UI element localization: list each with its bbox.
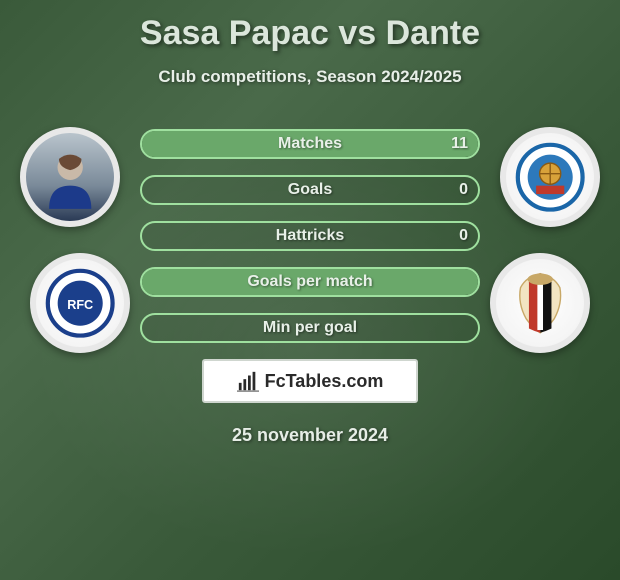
date-text: 25 november 2024 [10, 425, 610, 446]
bar-chart-icon [237, 370, 259, 392]
comparison-area: RFC Matches11Goals0Hat [10, 127, 610, 343]
svg-text:RFC: RFC [67, 298, 93, 312]
bar-label: Goals per match [247, 273, 372, 291]
watermark-text: FcTables.com [265, 371, 384, 392]
player-left-avatar [20, 127, 120, 227]
stat-bar: Hattricks 0 [140, 221, 480, 251]
page-title: Sasa Papac vs Dante [10, 14, 610, 53]
club-right-badge [490, 253, 590, 353]
watermark: FcTables.com [202, 359, 418, 403]
bar-label: Min per goal [263, 319, 357, 337]
stat-bar: Goals per match [140, 267, 480, 297]
bar-value-right: 11 [451, 135, 468, 153]
bar-value-right: 0 [459, 227, 468, 245]
player-right-badge [500, 127, 600, 227]
player-photo-icon [35, 142, 105, 212]
leiknir-crest-icon [515, 142, 585, 212]
nice-crest-icon [505, 268, 575, 338]
rangers-crest-icon: RFC [45, 268, 115, 338]
bar-value-right: 0 [459, 181, 468, 199]
bar-label: Goals [288, 181, 332, 199]
club-left-badge: RFC [30, 253, 130, 353]
bar-label: Matches [278, 135, 342, 153]
stat-bar: Goals 0 [140, 175, 480, 205]
bar-label: Hattricks [276, 227, 344, 245]
stat-bar: Matches 11 [140, 129, 480, 159]
stat-bar: Min per goal [140, 313, 480, 343]
subtitle: Club competitions, Season 2024/2025 [10, 67, 610, 87]
stat-bars: Matches 11 Goals 0 Hattricks 0 Goals per match… [140, 127, 480, 343]
